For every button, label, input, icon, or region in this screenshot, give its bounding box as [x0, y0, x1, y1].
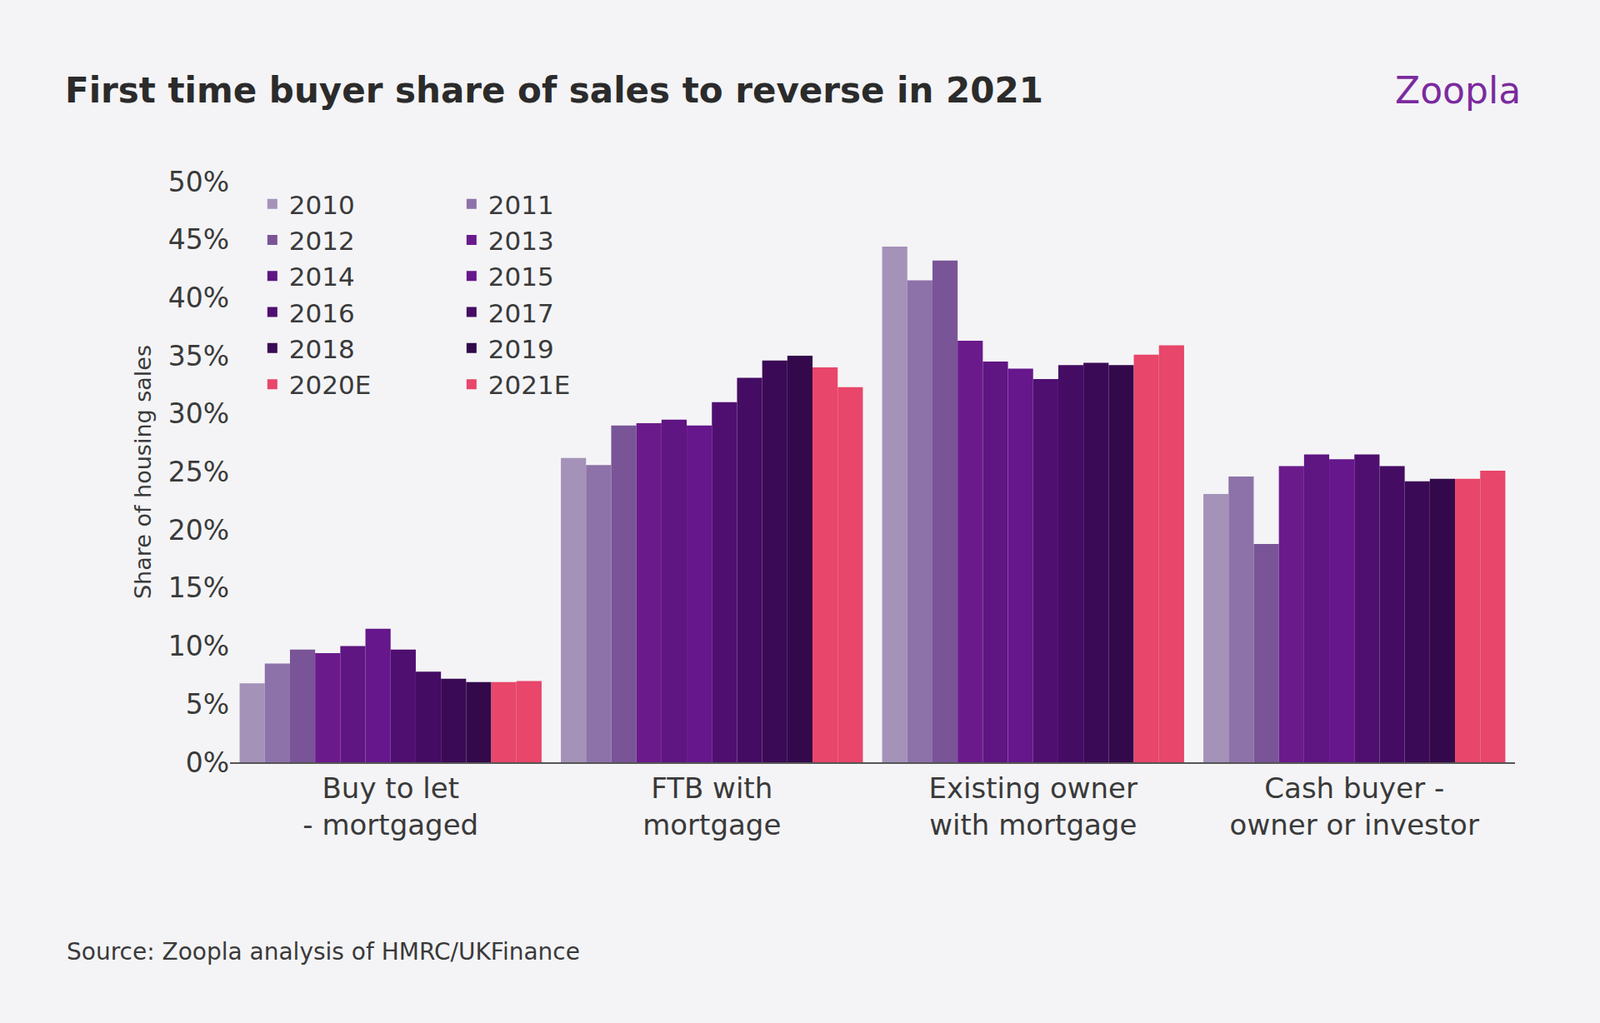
- svg-text:2017: 2017: [488, 298, 555, 329]
- svg-text:Source: Zoopla analysis of HMR: Source: Zoopla analysis of HMRC/UKFinanc…: [66, 938, 580, 966]
- svg-text:2012: 2012: [289, 225, 355, 256]
- svg-text:FTB withmortgage: FTB withmortgage: [642, 771, 781, 842]
- svg-text:2018: 2018: [289, 334, 355, 365]
- svg-text:15%: 15%: [168, 571, 230, 605]
- svg-text:Cash buyer -owner or investor: Cash buyer -owner or investor: [1230, 771, 1480, 842]
- svg-text:2011: 2011: [488, 190, 555, 220]
- svg-text:2016: 2016: [289, 298, 355, 329]
- svg-text:Share of housing sales: Share of housing sales: [130, 345, 156, 600]
- svg-text:40%: 40%: [168, 281, 230, 315]
- svg-text:2014: 2014: [289, 261, 355, 292]
- svg-text:2015: 2015: [488, 261, 555, 292]
- svg-text:20%: 20%: [168, 514, 230, 547]
- svg-text:25%: 25%: [168, 455, 230, 489]
- svg-text:Zoopla: Zoopla: [1395, 69, 1521, 112]
- svg-text:35%: 35%: [168, 340, 230, 373]
- svg-text:10%: 10%: [168, 630, 230, 663]
- svg-text:2010: 2010: [289, 190, 355, 220]
- svg-text:0%: 0%: [185, 746, 230, 780]
- svg-text:2019: 2019: [488, 334, 555, 365]
- svg-text:45%: 45%: [168, 223, 230, 256]
- svg-text:30%: 30%: [168, 397, 230, 430]
- svg-text:First time buyer share of sale: First time buyer share of sales to rever…: [65, 70, 1044, 111]
- svg-text:2013: 2013: [488, 225, 555, 256]
- svg-text:50%: 50%: [168, 165, 230, 199]
- svg-text:Buy to let- mortgaged: Buy to let- mortgaged: [302, 771, 479, 842]
- svg-text:2020E: 2020E: [289, 370, 371, 400]
- svg-text:Existing ownerwith mortgage: Existing ownerwith mortgage: [928, 771, 1138, 842]
- svg-text:2021E: 2021E: [488, 370, 570, 400]
- svg-text:5%: 5%: [185, 688, 230, 721]
